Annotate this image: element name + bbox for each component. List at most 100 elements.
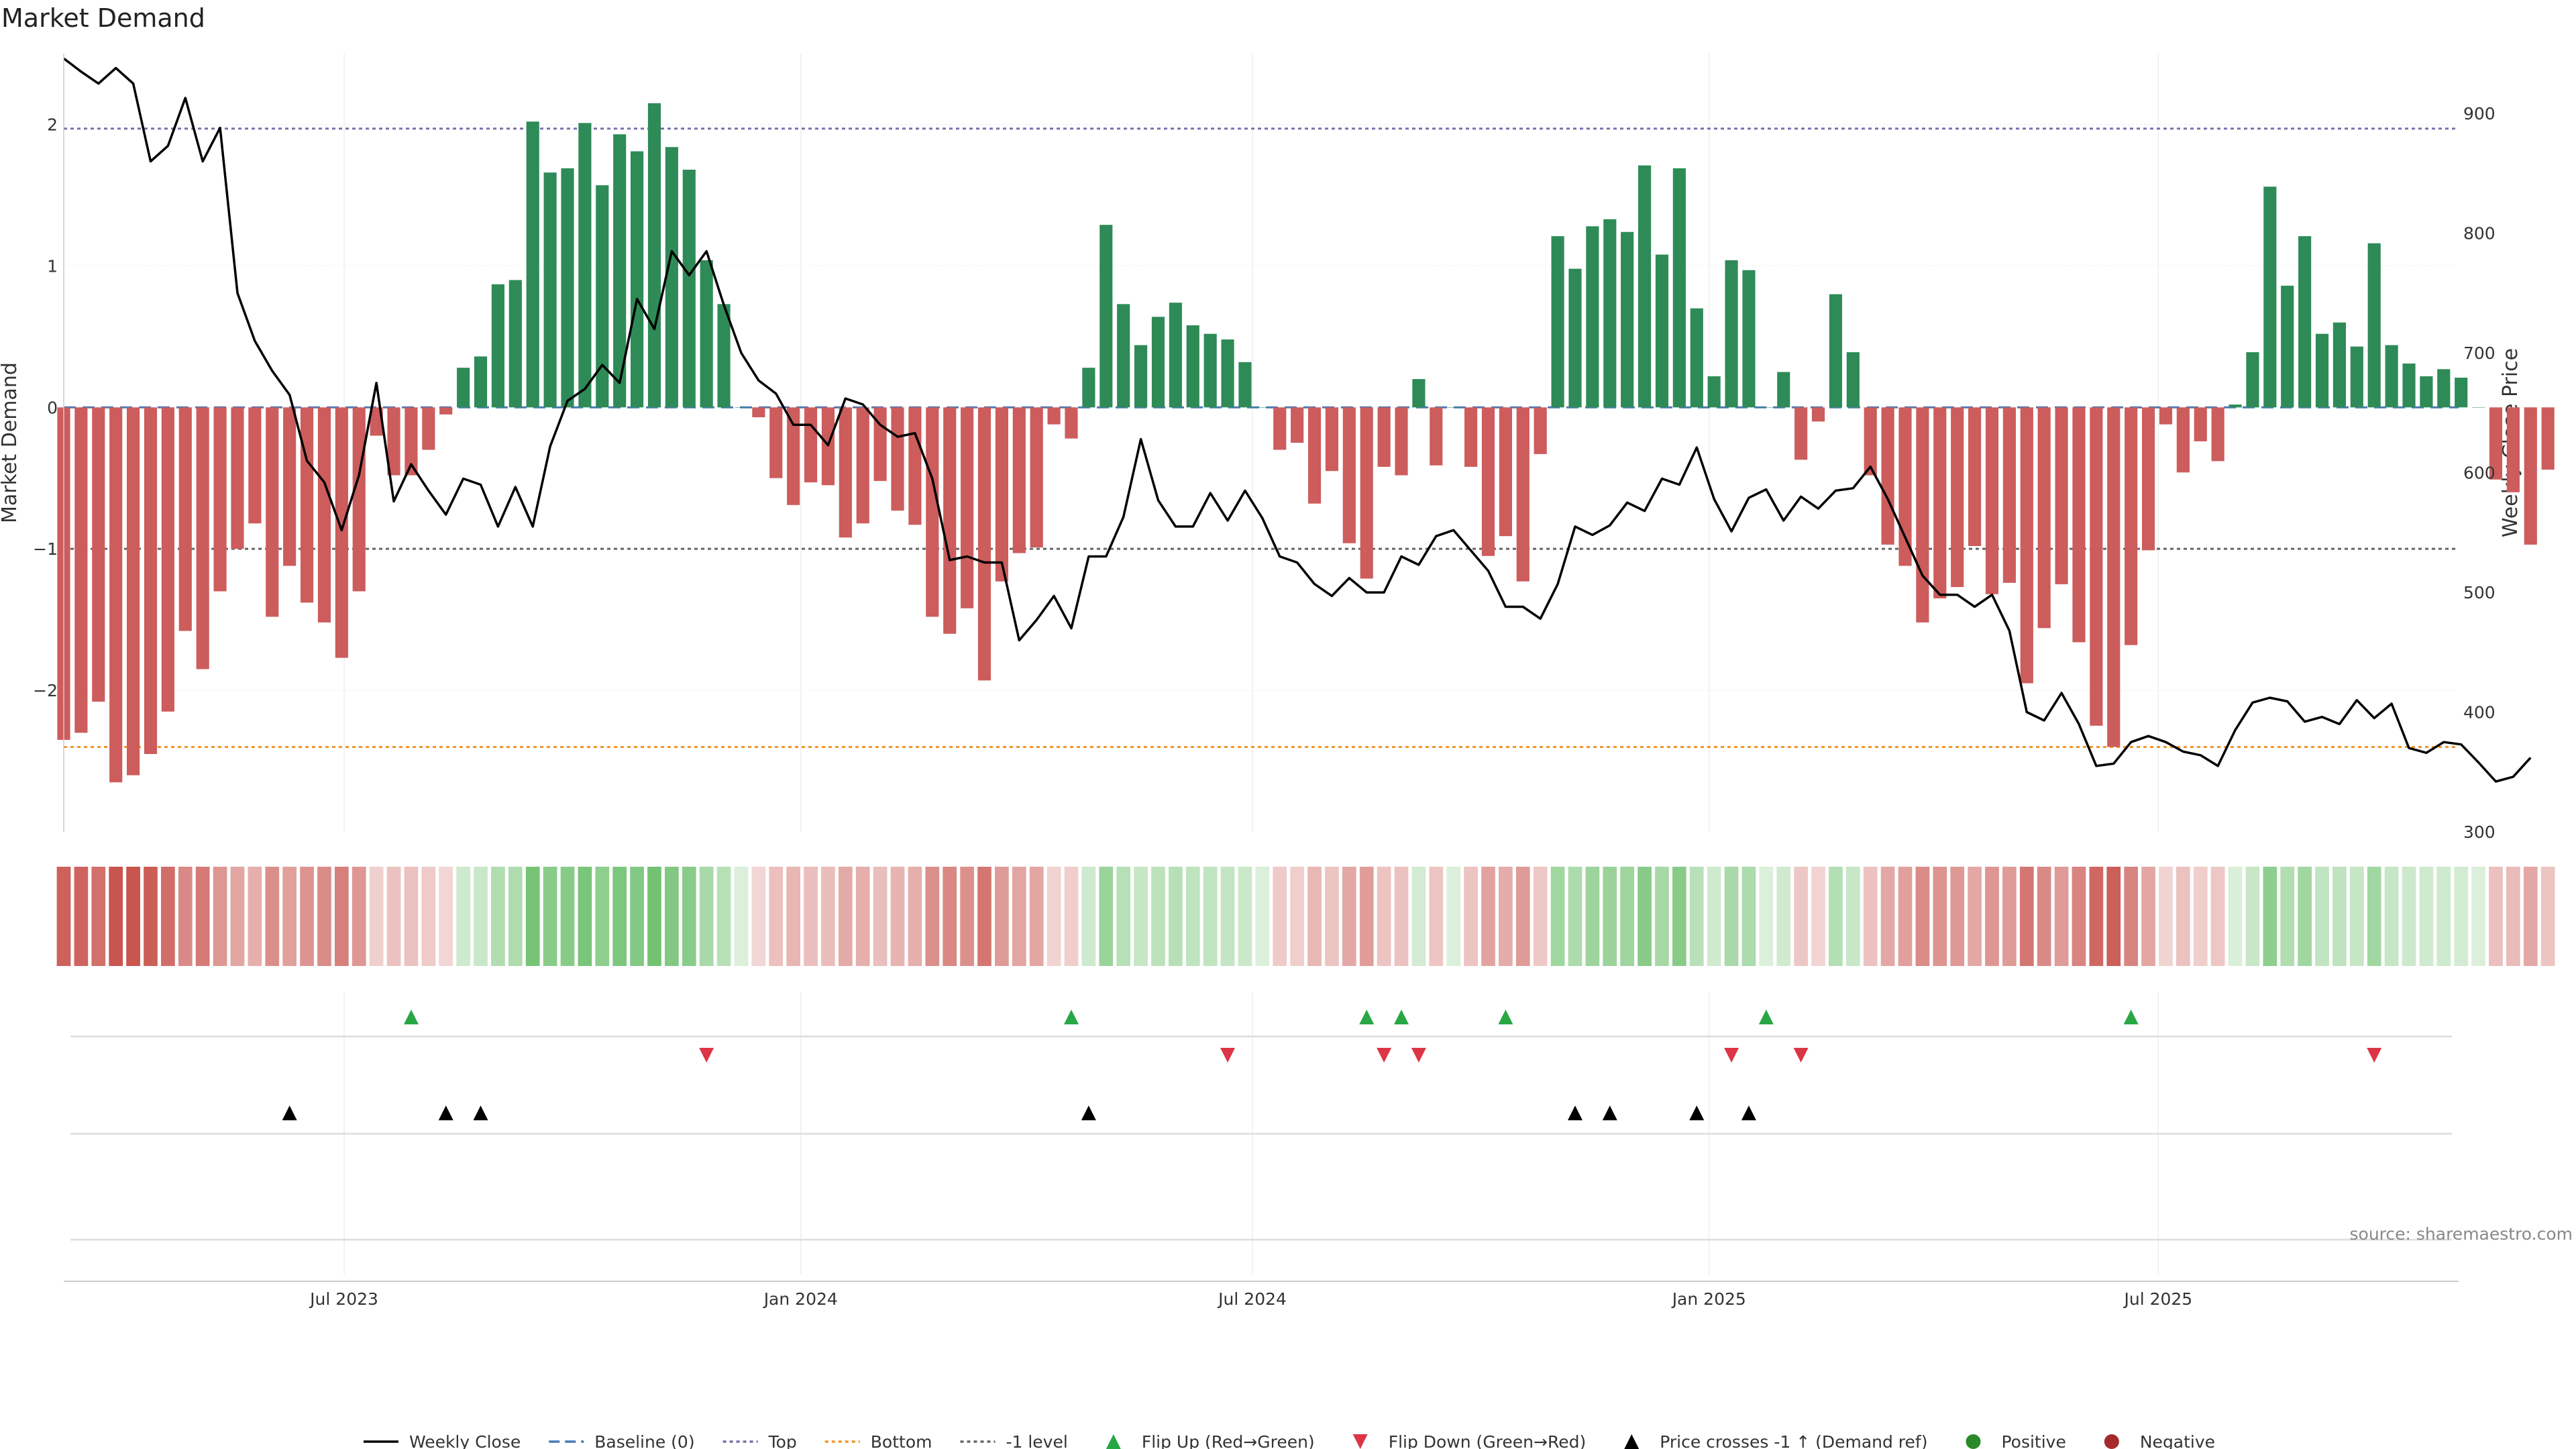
demand-bar	[1725, 260, 1738, 408]
heat-cell	[1689, 867, 1704, 966]
legend-label: Bottom	[871, 1432, 932, 1449]
y-tick-label-left: 2	[47, 115, 58, 134]
heat-cell	[1151, 867, 1165, 966]
heat-cell	[2159, 867, 2173, 966]
heat-cell	[2106, 867, 2121, 966]
demand-bar	[1238, 362, 1252, 408]
demand-bar	[2455, 377, 2468, 408]
chart-title: Market Demand	[1, 3, 205, 33]
heat-cell	[1185, 867, 1200, 966]
axes: −2 −1 0 1 2 300 400 500 600 700 800 900 Jul 2023 Jan …	[33, 54, 2496, 1309]
demand-bar	[1307, 407, 1322, 504]
heat-cell	[2454, 867, 2469, 966]
demand-bar	[717, 304, 731, 408]
heat-cell	[1499, 867, 1513, 966]
heat-cell	[2263, 867, 2277, 966]
legend-swatch	[2104, 1434, 2119, 1449]
demand-bar	[352, 407, 366, 592]
demand-bar	[735, 407, 748, 408]
flip-up-marker	[1359, 1010, 1375, 1024]
heat-cell	[2332, 867, 2347, 966]
heat-cell	[1046, 867, 1061, 966]
heat-cell	[230, 867, 245, 966]
price-cross-marker	[1602, 1106, 1617, 1120]
heat-cell	[804, 867, 818, 966]
demand-bar	[1777, 372, 1790, 408]
heat-cell	[682, 867, 696, 966]
demand-bar	[1151, 317, 1165, 408]
heat-cell	[647, 867, 661, 966]
heat-cell	[317, 867, 331, 966]
legend-swatch	[1966, 1434, 1981, 1449]
heat-cell	[995, 867, 1009, 966]
demand-bar	[596, 185, 609, 408]
demand-bar	[2350, 346, 2363, 408]
demand-bar	[196, 407, 209, 669]
heat-cell	[2193, 867, 2208, 966]
demand-bar	[2141, 407, 2155, 551]
demand-bar	[2211, 407, 2224, 462]
heat-cell	[386, 867, 401, 966]
y-tick-label-right: 300	[2463, 822, 2496, 842]
demand-bar	[1881, 407, 1894, 545]
price-cross-marker	[1741, 1106, 1756, 1120]
legend-label: Price crosses -1 ↑ (Demand ref)	[1660, 1432, 1927, 1449]
demand-bar	[457, 368, 470, 408]
heat-cell	[2384, 867, 2399, 966]
heat-cell	[1655, 867, 1669, 966]
demand-bar	[1360, 407, 1373, 579]
legend-label: -1 level	[1006, 1432, 1067, 1449]
demand-bar	[2176, 407, 2190, 473]
heat-cell	[1238, 867, 1252, 966]
heat-cell	[2245, 867, 2260, 966]
demand-bar	[387, 407, 400, 476]
demand-bar	[2506, 407, 2520, 492]
x-tick-label: Jan 2024	[763, 1289, 838, 1309]
demand-bar	[787, 407, 800, 505]
heat-cell	[543, 867, 557, 966]
demand-bar	[526, 121, 539, 408]
demand-bar	[2472, 407, 2485, 408]
demand-bar	[2437, 369, 2451, 408]
demand-bar	[630, 151, 644, 408]
heat-cell	[665, 867, 679, 966]
demand-bar	[1430, 407, 1443, 466]
demand-bar	[266, 407, 279, 617]
heat-cell	[2228, 867, 2243, 966]
heat-cell	[2367, 867, 2381, 966]
heat-cell	[1394, 867, 1409, 966]
demand-bar	[2125, 407, 2138, 645]
demand-bar	[74, 407, 88, 733]
demand-bar	[1291, 407, 1304, 443]
heat-cell	[2471, 867, 2485, 966]
flip-up-marker	[1498, 1010, 1513, 1024]
demand-bar	[2037, 407, 2051, 629]
demand-heat-strip	[56, 867, 2555, 966]
flip-up-marker	[1758, 1010, 1774, 1024]
demand-bar	[1117, 304, 1130, 408]
demand-bar	[1030, 407, 1043, 548]
heat-cell	[1012, 867, 1026, 966]
heat-cell	[56, 867, 71, 966]
heat-cell	[2419, 867, 2434, 966]
demand-bar	[2159, 407, 2173, 425]
flip-up-marker	[1063, 1010, 1079, 1024]
flip-down-marker	[1220, 1048, 1236, 1063]
heat-cell	[716, 867, 731, 966]
demand-bar	[2194, 407, 2207, 441]
legend-label: Baseline (0)	[594, 1432, 694, 1449]
heat-cell	[908, 867, 922, 966]
heat-cell	[2402, 867, 2416, 966]
demand-bar	[1672, 168, 1686, 408]
demand-bar	[856, 407, 869, 524]
heat-cell	[1325, 867, 1339, 966]
heat-cell	[1880, 867, 1895, 966]
heat-cell	[2523, 867, 2538, 966]
x-tick-label: Jul 2024	[1217, 1289, 1287, 1309]
legend-label: Flip Down (Green→Red)	[1389, 1432, 1587, 1449]
demand-bar	[1568, 268, 1582, 408]
heat-cell	[300, 867, 314, 966]
source-note: source: sharemaestro.com	[2350, 1224, 2573, 1244]
y-tick-label-right: 500	[2463, 583, 2496, 602]
heat-cell	[1134, 867, 1148, 966]
